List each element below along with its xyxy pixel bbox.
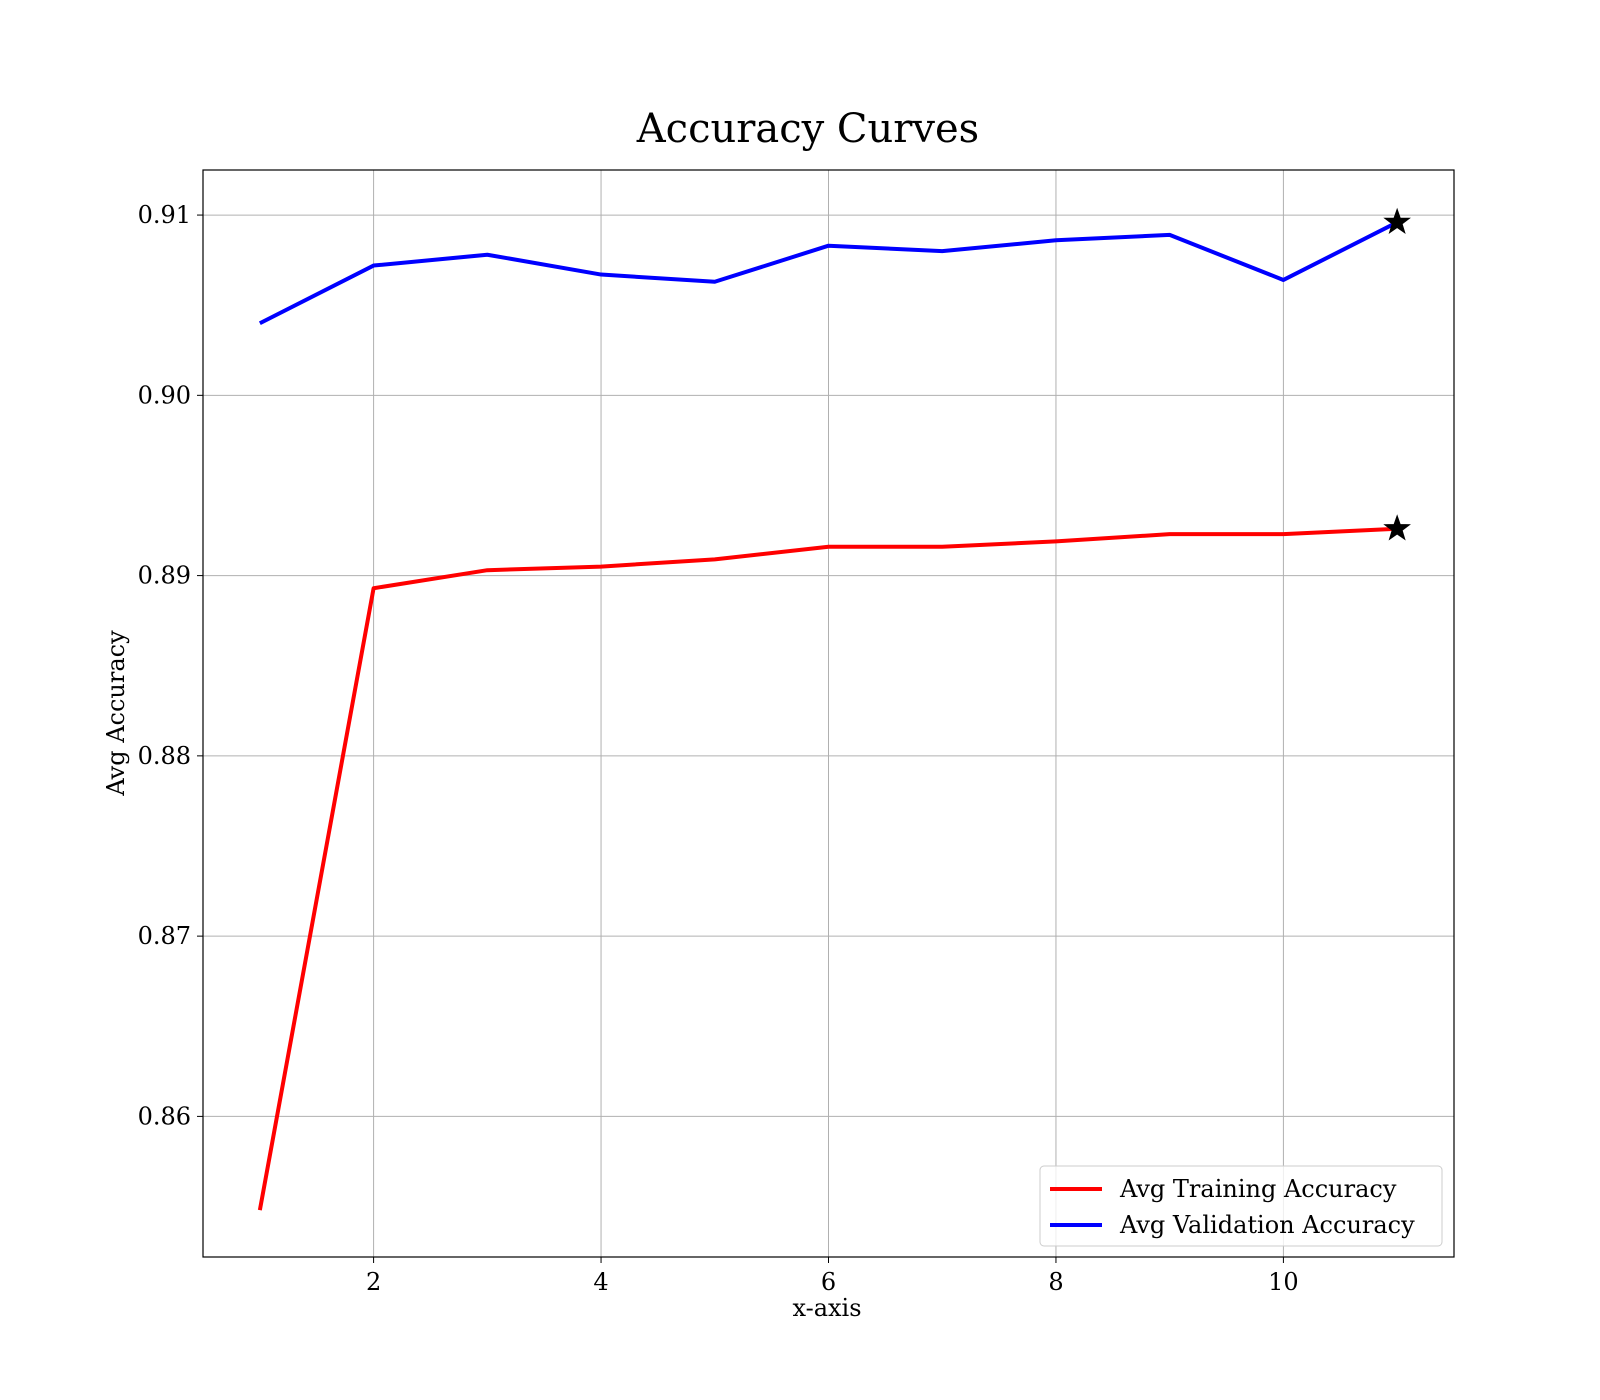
- y-tick-label: 0.89: [138, 562, 191, 590]
- best-star-marker-avg-training-accuracy: [1383, 514, 1411, 541]
- data-point-avg-validation-accuracy: [1054, 238, 1058, 242]
- data-point-avg-validation-accuracy: [940, 249, 944, 253]
- y-tick-label: 0.90: [138, 381, 191, 409]
- x-axis-label: x-axis: [792, 1294, 861, 1322]
- legend-label-avg-validation-accuracy: Avg Validation Accuracy: [1119, 1211, 1415, 1239]
- chart-title: Accuracy Curves: [636, 106, 979, 152]
- y-tick-label: 0.87: [138, 922, 191, 950]
- y-tick-label: 0.86: [138, 1102, 191, 1130]
- x-tick-label: 2: [366, 1268, 381, 1296]
- x-tick-label: 10: [1268, 1268, 1299, 1296]
- legend-label-avg-training-accuracy: Avg Training Accuracy: [1119, 1175, 1397, 1203]
- series-line-avg-training-accuracy: [257, 526, 1398, 1211]
- data-point-avg-training-accuracy: [372, 586, 376, 590]
- x-tick-label: 4: [593, 1268, 608, 1296]
- y-tick-label: 0.91: [138, 201, 191, 229]
- data-point-avg-validation-accuracy: [1168, 233, 1172, 237]
- best-star-marker-avg-validation-accuracy: [1383, 207, 1411, 235]
- data-point-avg-training-accuracy: [1281, 532, 1285, 536]
- data-point-avg-validation-accuracy: [599, 273, 603, 277]
- data-point-avg-training-accuracy: [1168, 532, 1172, 536]
- x-tick-label: 6: [821, 1268, 836, 1296]
- data-point-avg-validation-accuracy: [1281, 278, 1285, 282]
- data-point-avg-validation-accuracy: [372, 264, 376, 268]
- data-point-avg-training-accuracy: [258, 1208, 262, 1212]
- data-point-avg-validation-accuracy: [485, 253, 489, 257]
- grid-layer: [203, 170, 1454, 1257]
- data-point-avg-training-accuracy: [713, 557, 717, 561]
- legend-entries: Avg Training Accuracy Avg Validation Accu…: [1050, 1175, 1415, 1239]
- data-point-avg-training-accuracy: [485, 568, 489, 572]
- y-tick-label: 0.88: [138, 742, 191, 770]
- tick-layer: 2 4 6 8 10 0.86 0.87 0.88 0.89 0.90 0.91: [138, 201, 1299, 1296]
- data-point-avg-training-accuracy: [940, 545, 944, 549]
- data-point-avg-training-accuracy: [1054, 539, 1058, 543]
- legend-box: [1039, 1165, 1443, 1247]
- y-axis-label: Avg Accuracy: [102, 630, 130, 797]
- data-point-avg-training-accuracy: [599, 565, 603, 569]
- data-point-avg-validation-accuracy: [713, 280, 717, 284]
- data-point-avg-validation-accuracy: [258, 321, 262, 325]
- data-point-avg-training-accuracy: [827, 545, 831, 549]
- series-layer: [257, 207, 1411, 1212]
- data-point-avg-validation-accuracy: [827, 244, 831, 248]
- legend: Avg Training Accuracy Avg Validation Accu…: [1039, 1165, 1443, 1247]
- series-line-avg-validation-accuracy: [258, 220, 1399, 326]
- x-tick-label: 8: [1048, 1268, 1063, 1296]
